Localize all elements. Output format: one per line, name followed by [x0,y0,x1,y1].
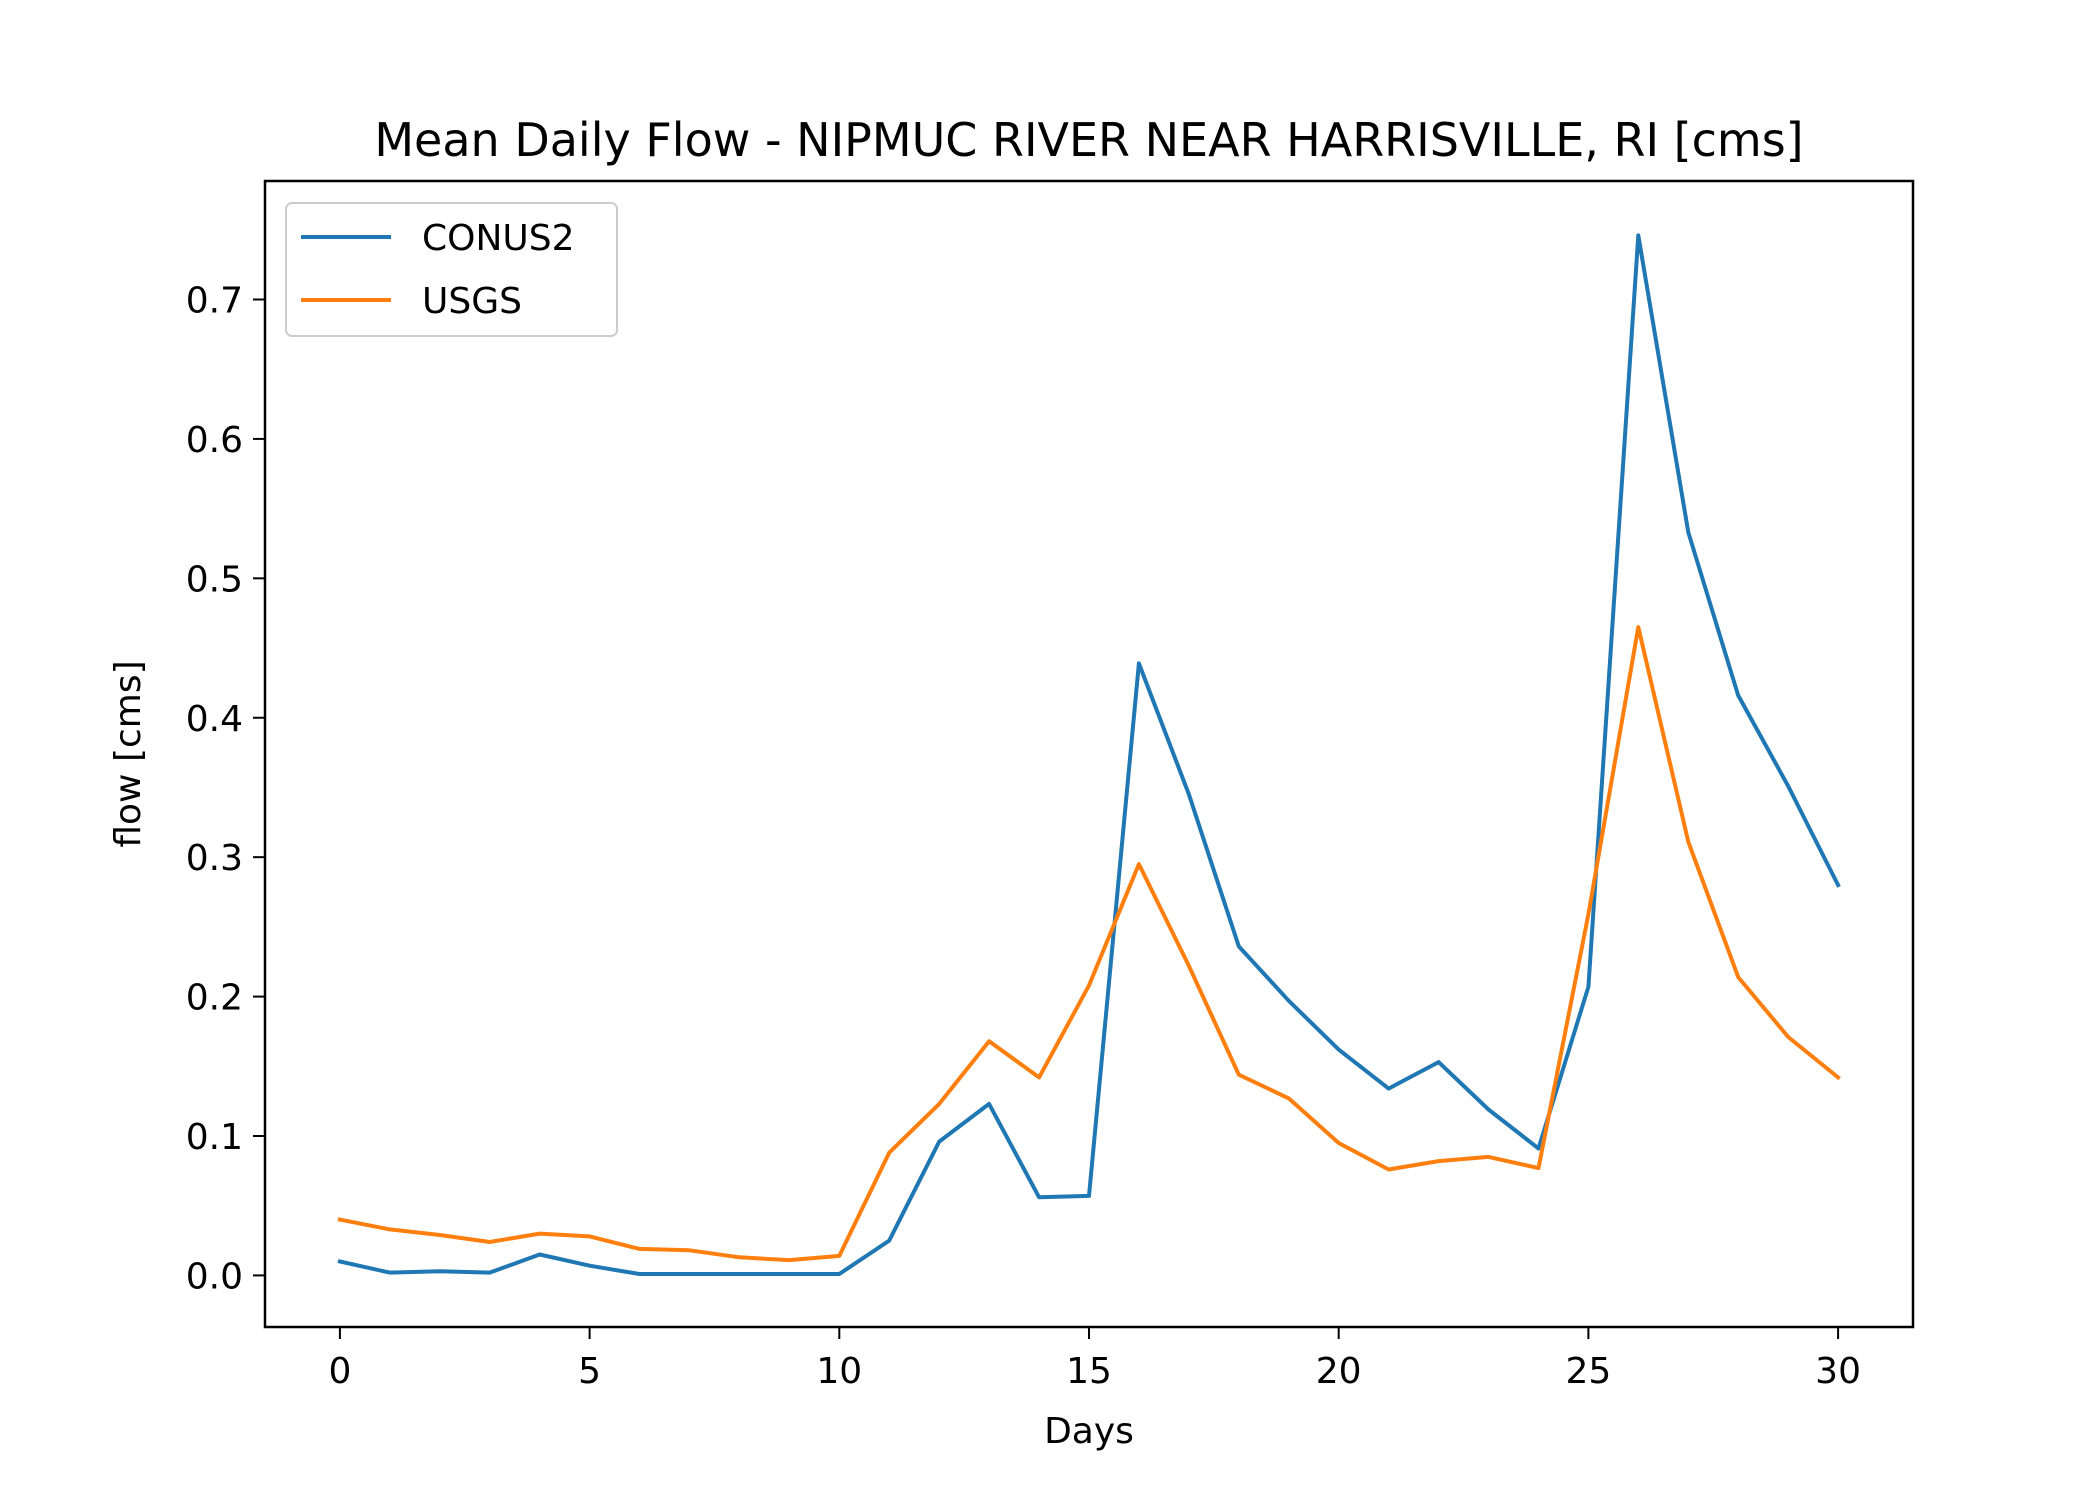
x-tick-label: 25 [1565,1351,1611,1392]
y-tick-label: 0.3 [186,838,243,879]
x-tick-label: 30 [1815,1351,1861,1392]
legend-label-conus2: CONUS2 [422,218,575,259]
x-axis-label: Days [1044,1411,1134,1452]
x-tick-label: 10 [816,1351,862,1392]
legend: CONUS2 USGS [285,202,618,337]
series-line-conus2 [337,233,1841,1276]
y-tick-label: 0.7 [186,281,243,322]
series-lines [337,233,1841,1276]
y-axis-label: flow [cms] [108,660,149,847]
x-tick-label: 0 [328,1351,351,1392]
chart-title: Mean Daily Flow - NIPMUC RIVER NEAR HARR… [374,113,1803,167]
y-tick-label: 0.5 [186,559,243,600]
y-tick-label: 0.2 [186,978,243,1019]
x-tick-label: 15 [1066,1351,1112,1392]
legend-label-usgs: USGS [422,281,522,322]
x-tick-label: 5 [578,1351,601,1392]
y-tick-label: 0.6 [186,420,243,461]
y-axis: 0.0 0.1 0.2 0.3 0.4 0.5 0.6 0.7 [186,281,265,1297]
y-tick-label: 0.4 [186,699,243,740]
series-line-usgs [337,625,1841,1263]
x-tick-label: 20 [1316,1351,1362,1392]
y-tick-label: 0.1 [186,1117,243,1158]
x-axis: 0 5 10 15 20 25 30 [328,1327,1861,1392]
y-tick-label: 0.0 [186,1256,243,1297]
